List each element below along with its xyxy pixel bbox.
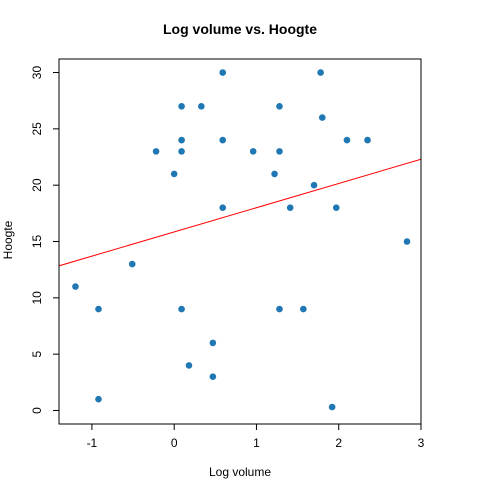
data-point (198, 103, 205, 110)
data-point (318, 114, 326, 121)
data-point (276, 103, 283, 110)
data-point (317, 69, 324, 76)
data-point (95, 395, 102, 403)
y-tick-label: 0 (30, 407, 44, 414)
x-tick-label: 2 (335, 436, 342, 450)
data-point (403, 238, 411, 245)
data-point (310, 181, 318, 189)
plot-area (59, 158, 421, 267)
data-point (276, 148, 283, 155)
x-tick-label: 1 (253, 436, 260, 450)
y-tick-label: 30 (30, 66, 44, 80)
data-point (271, 170, 278, 178)
y-tick-label: 25 (30, 122, 44, 136)
data-point (249, 148, 257, 155)
y-tick-label: 15 (30, 235, 44, 249)
chart-title: Log volume vs. Hoogte (163, 21, 317, 37)
points (72, 69, 411, 411)
data-point (185, 362, 193, 369)
data-point (219, 204, 227, 212)
data-point (300, 305, 307, 313)
y-tick-label: 5 (30, 350, 44, 357)
data-point (328, 403, 336, 411)
data-point (364, 136, 371, 144)
data-point (219, 69, 227, 76)
data-point (276, 305, 283, 313)
data-point (152, 148, 160, 155)
data-point (219, 136, 227, 144)
regression-line (59, 158, 421, 267)
data-point (170, 170, 178, 178)
data-point (95, 305, 102, 313)
data-point (178, 148, 185, 155)
data-point (209, 373, 217, 380)
data-point (178, 103, 185, 110)
data-point (343, 136, 351, 144)
x-tick-label: 0 (171, 436, 178, 450)
data-point (286, 204, 294, 212)
data-point (178, 136, 185, 144)
data-point (332, 204, 340, 212)
data-point (72, 283, 79, 290)
data-point (128, 260, 136, 268)
plot-frame (58, 58, 422, 425)
y-axis-label: Hoogte (1, 220, 15, 259)
x-axis-label: Log volume (209, 465, 271, 479)
data-point (178, 305, 185, 313)
data-point (209, 339, 217, 347)
x-tick-label: 3 (418, 436, 425, 450)
x-tick-label: -1 (87, 436, 98, 450)
y-tick-label: 10 (30, 291, 44, 305)
y-tick-label: 20 (30, 178, 44, 192)
